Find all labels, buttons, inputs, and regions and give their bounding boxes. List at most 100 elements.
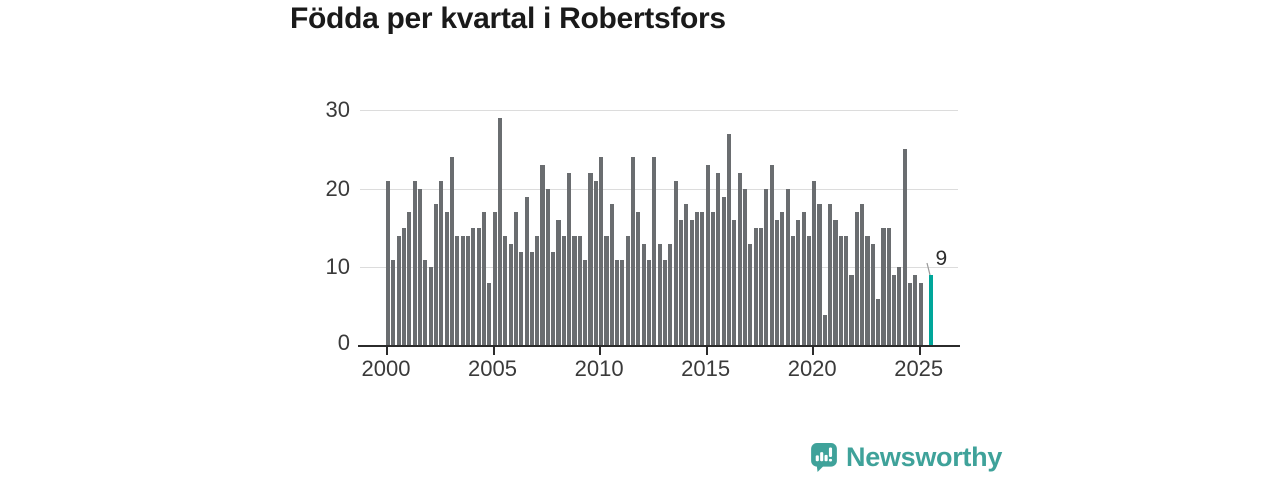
annotation-leader-line <box>926 263 931 276</box>
bar <box>615 259 620 346</box>
bar <box>678 220 684 346</box>
bar <box>455 235 460 346</box>
x-axis-tick <box>492 347 495 355</box>
bar <box>742 188 747 346</box>
bar <box>657 243 662 346</box>
x-axis-tick-label: 2025 <box>894 356 944 381</box>
y-axis-tick-label: 0 <box>337 330 350 355</box>
x-axis-tick-label: 2000 <box>361 356 411 381</box>
bar <box>806 235 811 346</box>
bar <box>689 220 694 346</box>
bar <box>513 212 518 346</box>
y-axis-tick-label: 20 <box>325 175 350 201</box>
grid-line <box>360 188 958 190</box>
newsworthy-logo-text: Newsworthy <box>846 442 1003 472</box>
bar <box>753 228 758 346</box>
bar <box>790 235 795 346</box>
bar <box>497 117 502 346</box>
bar <box>417 188 423 346</box>
y-axis-tick-label: 30 <box>325 97 350 122</box>
bar <box>572 235 577 346</box>
bar <box>833 220 838 346</box>
x-axis-tick <box>599 347 602 355</box>
bar <box>663 259 668 346</box>
grid-line <box>360 110 958 111</box>
x-axis-tick-label: 2020 <box>787 356 837 381</box>
bar <box>870 243 875 346</box>
bar <box>386 180 391 346</box>
bar <box>886 228 891 346</box>
bar <box>519 251 524 346</box>
highlight-value-label: 9 <box>935 247 948 271</box>
bar <box>844 235 849 346</box>
bar <box>902 149 907 346</box>
x-axis-line <box>358 345 960 347</box>
bar <box>401 228 407 346</box>
bar <box>540 165 545 346</box>
newsworthy-chart-bubble-icon <box>811 443 837 472</box>
bar <box>423 259 428 346</box>
bar <box>428 267 433 346</box>
x-axis-tick-label: 2005 <box>468 356 517 381</box>
bar <box>892 275 897 346</box>
bar <box>812 180 817 346</box>
x-axis-tick <box>386 347 388 355</box>
bar <box>647 259 652 346</box>
bar <box>918 283 923 346</box>
bar <box>785 188 790 346</box>
bar <box>577 235 582 346</box>
bar <box>412 180 417 346</box>
bar <box>535 235 540 346</box>
newsworthy-logo[interactable]: Newsworthy <box>811 442 1002 473</box>
bar <box>710 212 716 346</box>
bar <box>593 180 598 346</box>
bar <box>897 267 902 346</box>
bar <box>684 204 689 346</box>
bar <box>503 235 508 346</box>
bar <box>780 212 785 346</box>
bar <box>396 235 401 346</box>
bar <box>588 172 593 346</box>
bar <box>838 235 843 346</box>
bar <box>854 212 859 346</box>
x-axis-tick-label: 2010 <box>574 356 624 381</box>
bar <box>801 212 806 346</box>
bar <box>439 180 444 346</box>
bar <box>492 212 497 346</box>
bar <box>631 157 636 346</box>
bar <box>551 251 556 346</box>
bar <box>604 235 609 346</box>
bar <box>876 298 881 346</box>
bar <box>860 204 865 346</box>
bar <box>641 243 646 346</box>
y-axis-tick-label: 10 <box>325 254 350 280</box>
bar <box>881 228 886 346</box>
bar <box>460 235 465 346</box>
bar <box>444 212 449 346</box>
bar <box>465 235 470 346</box>
bar <box>481 212 486 346</box>
bar <box>758 228 763 346</box>
bar <box>673 180 678 346</box>
bar <box>449 157 454 346</box>
x-axis-tick <box>918 347 921 355</box>
bar <box>476 228 481 346</box>
bar <box>769 165 774 346</box>
bar <box>529 251 534 346</box>
bar <box>908 283 913 346</box>
bar <box>668 243 673 346</box>
bar <box>609 204 614 346</box>
bar <box>391 259 396 346</box>
bar <box>732 220 737 346</box>
bar <box>556 220 561 346</box>
bar <box>433 204 439 346</box>
x-axis-tick-label: 2015 <box>681 356 731 381</box>
bar <box>694 212 700 346</box>
bar <box>774 220 779 346</box>
bar <box>726 133 732 346</box>
bar <box>620 259 625 346</box>
x-axis-tick <box>705 347 708 355</box>
bar <box>545 188 550 346</box>
bar <box>865 235 870 346</box>
bar <box>721 196 726 346</box>
